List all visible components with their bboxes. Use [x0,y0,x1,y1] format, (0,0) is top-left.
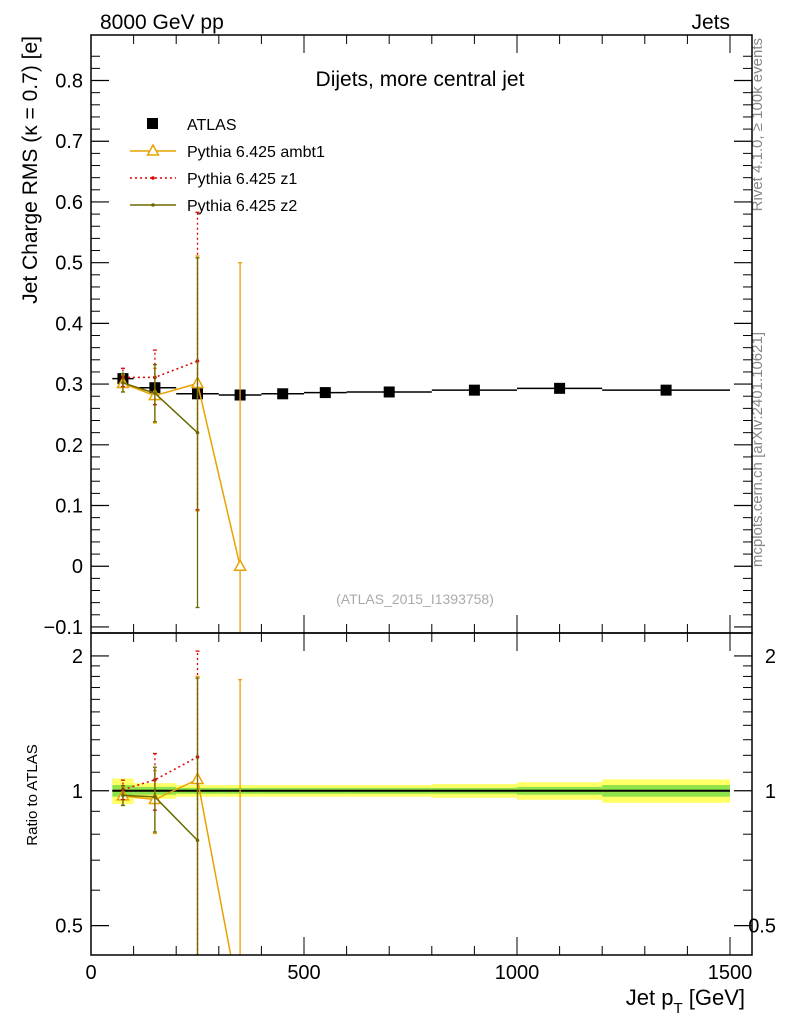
source-label: mcplots.cern.ch [arXiv:2401.10621] [749,332,766,567]
atlas-point [660,384,672,396]
series-pythia-6-425-z2 [120,257,200,609]
main-y-tick-label: 0 [72,556,83,578]
main-series [112,211,730,633]
ratio-band [112,778,730,804]
atlas-point [383,386,395,398]
legend-label: ATLAS [187,117,237,134]
legend-item: Pythia 6.425 ambt1 [130,143,325,161]
legend-item: ATLAS [147,117,237,134]
ratio-series-pythia-6-425-z2 [120,677,200,955]
atlas-point [554,382,566,394]
dot-marker [195,430,200,435]
dot-marker [153,391,157,395]
main-y-tick-label: 0.5 [55,253,83,275]
x-tick-label: 0 [85,962,96,984]
ratio-series-pythia-6-425-ambt1 [116,675,243,956]
main-y-tick-label: −0.1 [44,617,83,639]
legend-item: Pythia 6.425 z2 [130,198,297,215]
main-y-tick-label: 0.3 [55,374,83,396]
main-y-tick-label: 0.1 [55,496,83,518]
atlas-point [277,388,289,400]
series-atlas [112,372,730,401]
legend-label: Pythia 6.425 z1 [187,171,297,188]
main-y-ticks: −0.1 0 0.1 0.2 0.3 0.4 0.5 0.6 0.7 0.8 [44,55,752,639]
ratio-series-line [122,794,199,841]
header-right: Jets [691,11,730,34]
watermark-label: (ATLAS_2015_I1393758) [336,591,494,607]
ratio-y-tick-label-right: 2 [765,646,776,668]
series-pythia-6-425-ambt1 [116,255,247,633]
rivet-label: Rivet 4.1.0, ≥ 100k events [749,38,766,211]
main-y-tick-label: 0.6 [55,192,83,214]
x-tick-label: 500 [287,962,320,984]
main-x-ticks [90,35,731,633]
ratio-series-line [122,778,232,956]
series-line [122,360,198,379]
main-y-axis-label: Jet Charge RMS (κ = 0.7) [e] [19,36,42,304]
ratio-x-ticks: 0 500 1000 1500 [85,633,752,984]
ratio-panel: 0.5 0.5 1 1 2 2 0 500 1000 1500 Ratio to ATLAS J… [24,632,776,1017]
main-panel: −0.1 0 0.1 0.2 0.3 0.4 0.5 0.6 0.7 0.8 Dijets, mo… [19,34,753,639]
x-axis-label: Jet pT [GeV] [626,985,745,1017]
legend-label: Pythia 6.425 z2 [187,198,297,215]
ratio-y-tick-label-right: 1 [765,781,776,803]
legend: ATLAS Pythia 6.425 ambt1 Pythia 6.425 z1 Py… [130,117,325,215]
ratio-y-ticks: 0.5 0.5 1 1 2 2 [55,646,776,938]
ratio-frame [90,632,753,956]
ratio-y-tick-label-right: 0.5 [748,916,776,938]
legend-dot-marker [151,203,155,207]
ratio-y-axis-label: Ratio to ATLAS [24,744,41,845]
x-axis-label-sub: T [673,1000,682,1017]
legend-item: Pythia 6.425 z1 [130,171,297,188]
series-pythia-6-425-z1 [120,211,200,511]
header-left: 8000 GeV pp [100,11,224,34]
dot-marker [121,381,125,385]
series-line [122,382,241,567]
atlas-point [468,384,480,396]
legend-label: Pythia 6.425 ambt1 [187,144,325,161]
x-axis-label-unit: [GeV] [683,985,745,1010]
main-y-tick-label: 0.2 [55,435,83,457]
legend-atlas-marker [147,118,158,129]
x-axis-label-main: Jet p [626,985,674,1010]
ratio-y-tick-label: 1 [72,781,83,803]
ratio-dot-marker [153,795,157,799]
ratio-dot-marker [121,793,125,798]
legend-dot-marker [151,176,155,180]
x-tick-label: 1000 [495,962,540,984]
ratio-y-tick-label: 0.5 [55,916,83,938]
triangle-marker [233,558,247,571]
x-tick-label: 1500 [708,962,753,984]
main-y-tick-label: 0.4 [55,313,83,335]
ratio-series-line [122,756,198,791]
main-y-tick-label: 0.8 [55,71,83,93]
main-y-tick-label: 0.7 [55,131,83,153]
atlas-point [319,387,331,399]
ratio-dot-marker [195,838,200,843]
main-title: Dijets, more central jet [316,68,525,91]
ratio-series [116,650,243,956]
legend-triangle-marker [146,143,160,156]
ratio-y-tick-label: 2 [72,646,83,668]
